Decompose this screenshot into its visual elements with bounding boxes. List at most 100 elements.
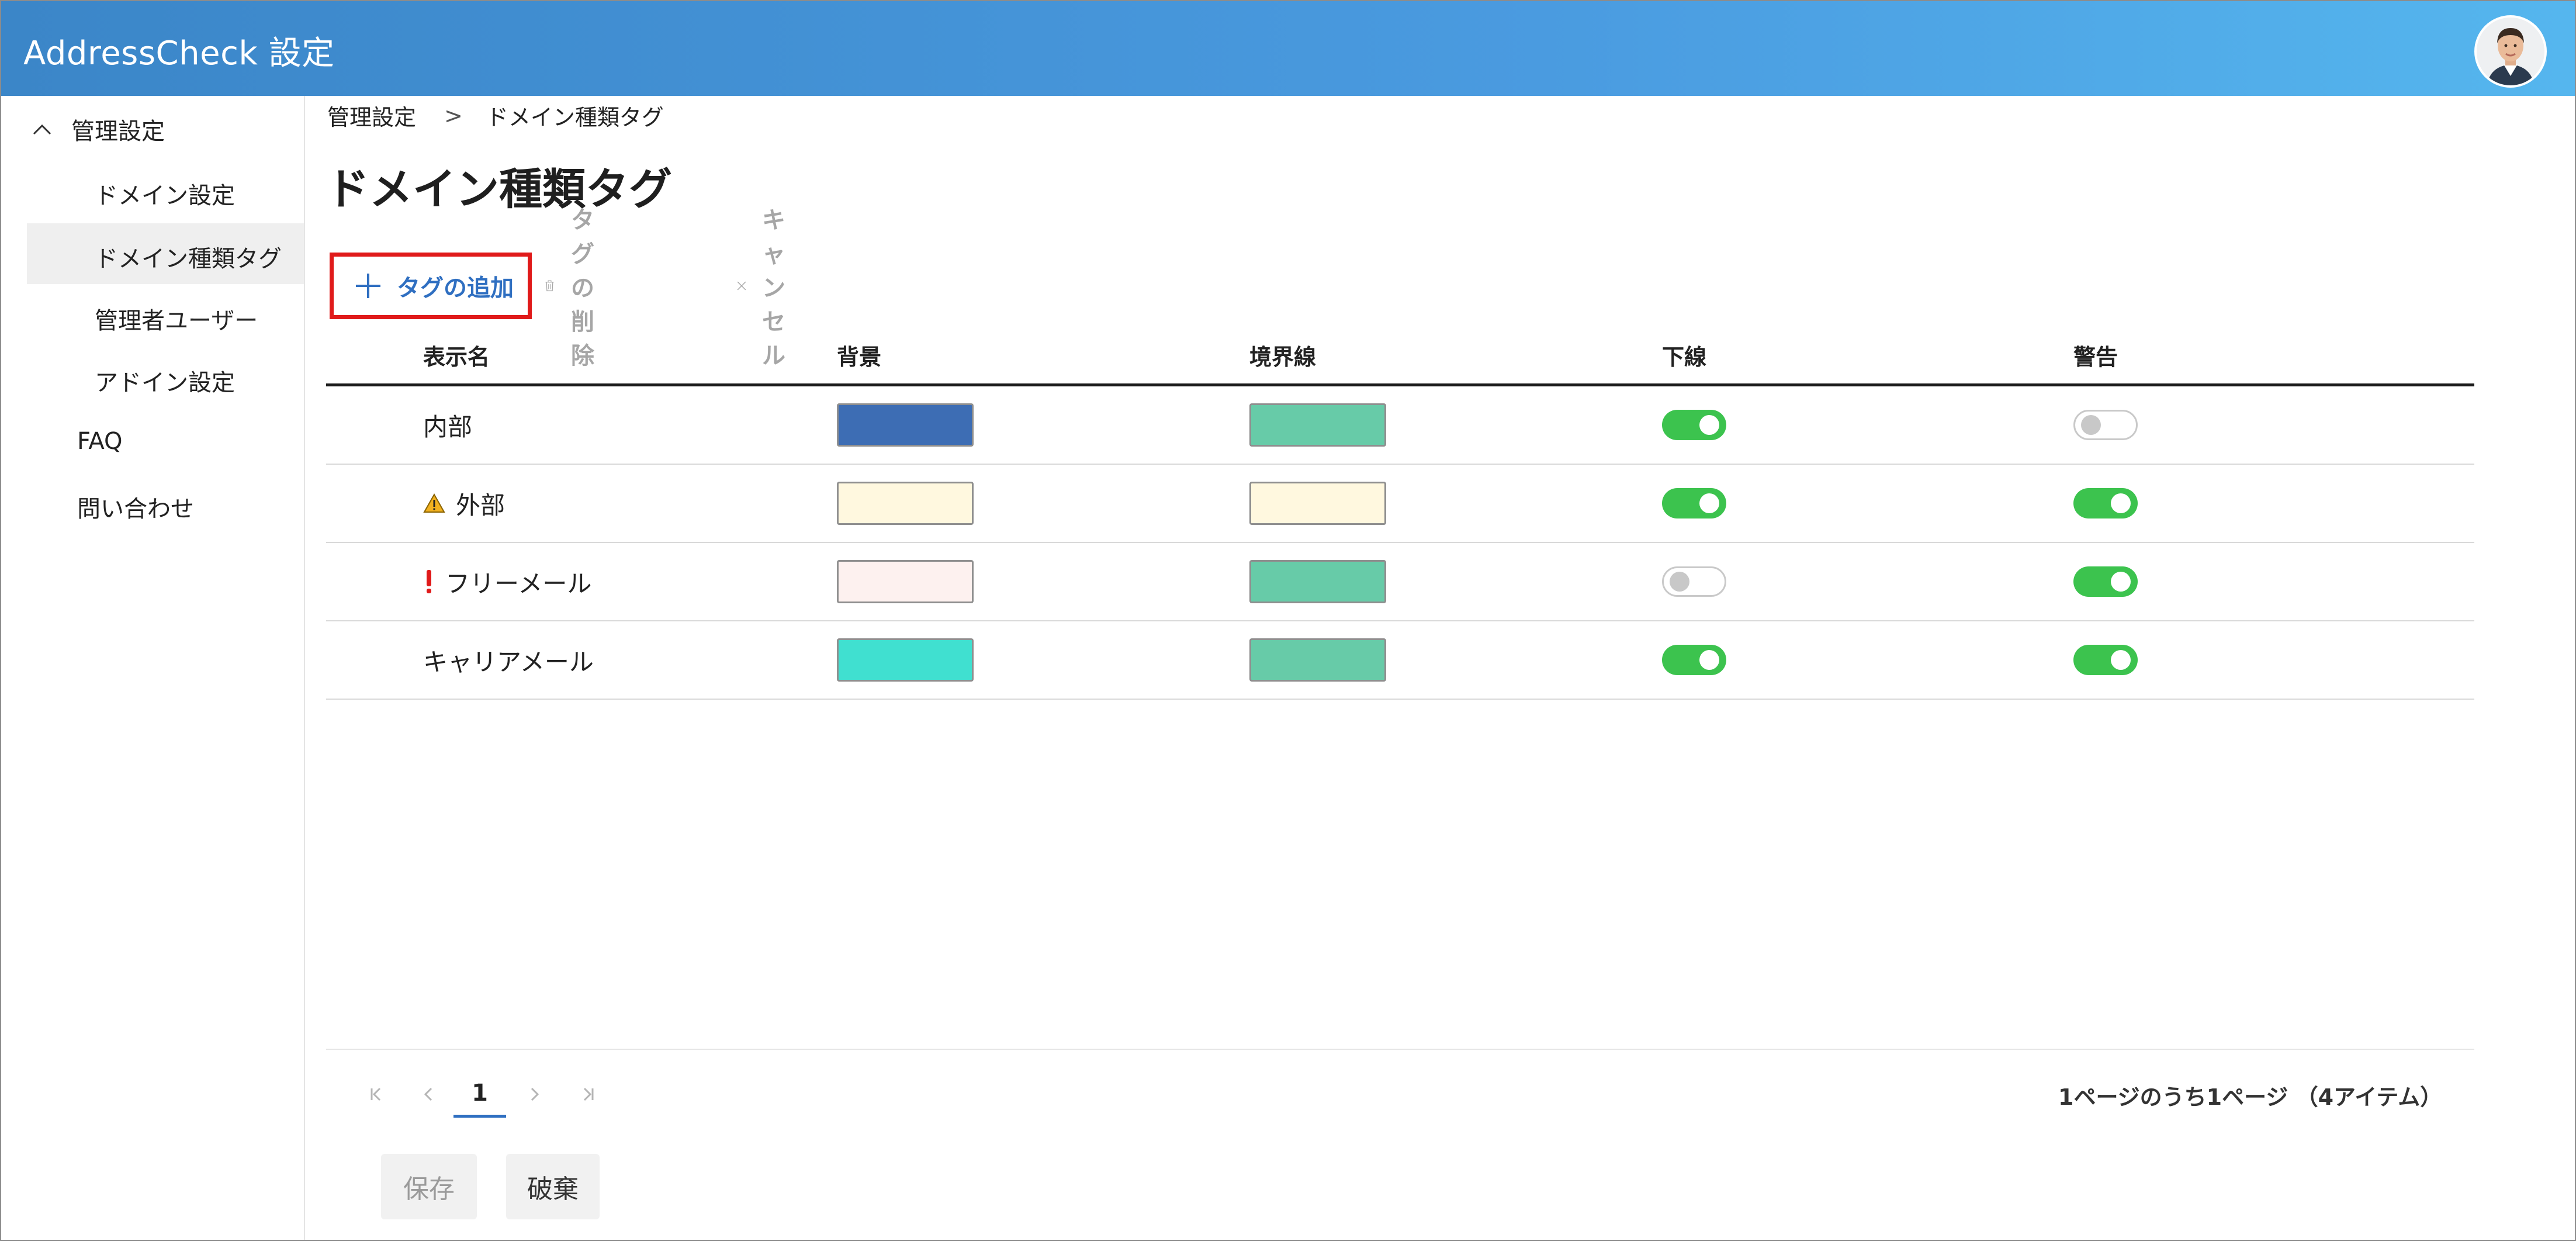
- underline-toggle[interactable]: [1662, 566, 1726, 597]
- display-name-text: 外部: [456, 490, 505, 520]
- tag-table: 表示名 背景 境界線 下線 警告 内部外部フリーメールキャリアメール: [326, 329, 2474, 700]
- sidebar-group-admin-settings[interactable]: 管理設定: [30, 112, 165, 146]
- sidebar-item-domain-settings[interactable]: ドメイン設定: [95, 182, 235, 209]
- toggle-knob: [2111, 650, 2131, 670]
- background-color-cell: [837, 543, 974, 620]
- column-header-display-name[interactable]: 表示名: [423, 344, 490, 370]
- table-row[interactable]: 内部: [326, 386, 2474, 465]
- column-header-underline[interactable]: 下線: [1662, 344, 1707, 370]
- delete-tag-button[interactable]: タグの削除: [545, 207, 612, 369]
- breadcrumb-separator: >: [444, 102, 463, 129]
- toggle-knob: [2081, 415, 2101, 435]
- toggle-knob: [1670, 572, 1689, 592]
- border-color-cell: [1249, 465, 1386, 542]
- trash-icon: [545, 280, 554, 292]
- chevron-left-icon: [424, 1087, 432, 1101]
- user-avatar-image: [2477, 18, 2544, 85]
- previous-page-button[interactable]: [411, 1071, 446, 1118]
- display-name-cell[interactable]: 内部: [423, 386, 472, 464]
- last-page-button[interactable]: [570, 1071, 605, 1118]
- pagination-summary: 1ページのうち1ページ （4アイテム）: [2058, 1084, 2443, 1110]
- table-header: 表示名 背景 境界線 下線 警告: [326, 329, 2474, 386]
- display-name-text: 内部: [423, 412, 473, 441]
- sidebar-item-admin-users[interactable]: 管理者ユーザー: [95, 307, 258, 334]
- sidebar-item-faq[interactable]: FAQ: [77, 428, 123, 455]
- warning-toggle-cell: [2073, 386, 2138, 464]
- sidebar-active-highlight: [27, 223, 304, 284]
- cancel-label: キャンセル: [762, 207, 785, 369]
- underline-toggle-cell: [1662, 465, 1726, 542]
- table-row[interactable]: キャリアメール: [326, 621, 2474, 700]
- sidebar: 管理設定 ドメイン設定 ドメイン種類タグ 管理者ユーザー アドイン設定 FAQ …: [1, 96, 305, 1240]
- user-avatar[interactable]: [2474, 15, 2547, 88]
- border-color-cell: [1249, 621, 1386, 699]
- border-color-swatch[interactable]: [1249, 403, 1386, 447]
- warning-toggle-cell: [2073, 465, 2138, 542]
- toggle-knob: [2111, 493, 2131, 513]
- border-color-swatch[interactable]: [1249, 560, 1386, 603]
- toggle-knob: [1699, 650, 1719, 670]
- chevron-right-icon: [531, 1087, 539, 1101]
- toggle-knob: [1699, 415, 1719, 435]
- plus-icon: [356, 274, 380, 298]
- exclamation-icon: [423, 569, 435, 594]
- table-row[interactable]: フリーメール: [326, 543, 2474, 621]
- next-page-button[interactable]: [517, 1071, 552, 1118]
- save-button[interactable]: 保存: [381, 1154, 477, 1219]
- background-color-cell: [837, 465, 974, 542]
- underline-toggle[interactable]: [1662, 488, 1726, 518]
- footer-divider: [326, 1049, 2474, 1050]
- delete-tag-label: タグの削除: [571, 207, 595, 369]
- display-name-text: キャリアメール: [423, 647, 594, 676]
- background-color-swatch[interactable]: [837, 482, 974, 525]
- breadcrumb: 管理設定 > ドメイン種類タグ: [327, 99, 664, 132]
- border-color-swatch[interactable]: [1249, 638, 1386, 682]
- app-header: AddressCheck 設定: [1, 1, 2575, 96]
- page-title: ドメイン種類タグ: [326, 164, 672, 215]
- warning-toggle[interactable]: [2073, 566, 2138, 597]
- background-color-swatch[interactable]: [837, 560, 974, 603]
- page-number-current[interactable]: 1: [453, 1071, 506, 1118]
- warning-toggle[interactable]: [2073, 645, 2138, 675]
- underline-toggle-cell: [1662, 386, 1726, 464]
- add-tag-button[interactable]: タグの追加: [330, 253, 532, 319]
- cancel-button[interactable]: キャンセル: [736, 207, 804, 369]
- underline-toggle-cell: [1662, 621, 1726, 699]
- last-page-icon: [583, 1087, 594, 1101]
- warning-toggle-cell: [2073, 621, 2138, 699]
- background-color-swatch[interactable]: [837, 403, 974, 447]
- app-title: AddressCheck 設定: [23, 34, 335, 72]
- toggle-knob: [1699, 493, 1719, 513]
- first-page-button[interactable]: [359, 1071, 394, 1118]
- border-color-swatch[interactable]: [1249, 482, 1386, 525]
- breadcrumb-root[interactable]: 管理設定: [327, 105, 417, 130]
- sidebar-item-domain-type-tags[interactable]: ドメイン種類タグ: [95, 246, 282, 272]
- sidebar-item-addin-settings[interactable]: アドイン設定: [95, 369, 235, 396]
- background-color-cell: [837, 621, 974, 699]
- add-tag-label: タグの追加: [397, 275, 514, 302]
- warning-triangle-icon: [423, 493, 445, 513]
- underline-toggle[interactable]: [1662, 645, 1726, 675]
- discard-button[interactable]: 破棄: [506, 1154, 600, 1219]
- warning-toggle[interactable]: [2073, 410, 2138, 440]
- border-color-cell: [1249, 386, 1386, 464]
- display-name-cell[interactable]: キャリアメール: [423, 621, 594, 699]
- column-header-background[interactable]: 背景: [837, 344, 882, 370]
- sidebar-item-contact[interactable]: 問い合わせ: [77, 496, 194, 523]
- chevron-up-icon: [33, 124, 51, 135]
- column-header-warning[interactable]: 警告: [2073, 344, 2118, 370]
- first-page-icon: [371, 1087, 381, 1101]
- border-color-cell: [1249, 543, 1386, 620]
- display-name-cell[interactable]: 外部: [423, 465, 505, 542]
- underline-toggle[interactable]: [1662, 410, 1726, 440]
- background-color-swatch[interactable]: [837, 638, 974, 682]
- warning-toggle-cell: [2073, 543, 2138, 620]
- warning-toggle[interactable]: [2073, 488, 2138, 518]
- underline-toggle-cell: [1662, 543, 1726, 620]
- display-name-cell[interactable]: フリーメール: [423, 543, 591, 620]
- column-header-border[interactable]: 境界線: [1249, 344, 1317, 370]
- close-icon: [737, 281, 746, 291]
- table-row[interactable]: 外部: [326, 465, 2474, 543]
- breadcrumb-current: ドメイン種類タグ: [486, 105, 664, 130]
